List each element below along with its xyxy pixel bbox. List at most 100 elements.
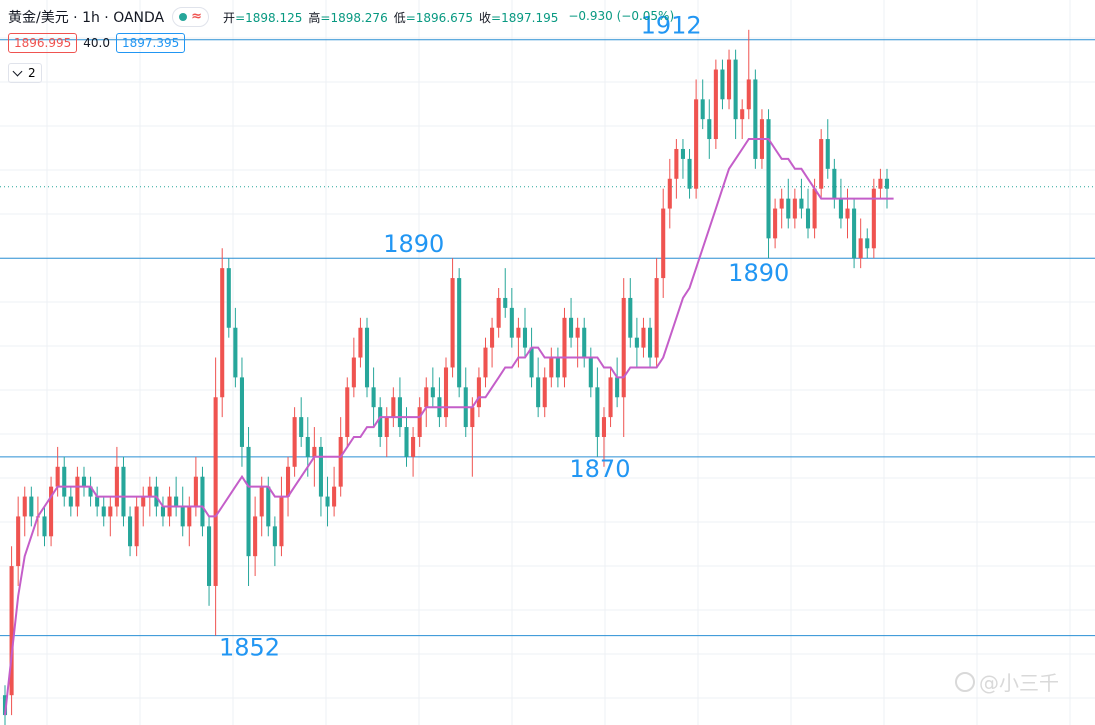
candle-body <box>700 99 705 120</box>
candle-body <box>667 178 672 209</box>
candle-body <box>496 297 501 328</box>
candle-body <box>838 198 843 219</box>
candle-body <box>220 268 225 398</box>
candle-body <box>22 496 27 517</box>
symbol-title[interactable]: 黄金/美元 · 1h · OANDA <box>8 10 165 26</box>
candle-body <box>713 69 718 140</box>
candle-body <box>226 268 231 328</box>
candle-body <box>450 278 455 368</box>
candle-body <box>160 506 166 517</box>
candle-body <box>279 496 284 547</box>
candle-body <box>253 516 258 557</box>
candle-body <box>483 347 488 378</box>
level-label: 1870 <box>569 455 630 483</box>
candle-body <box>654 278 659 358</box>
candle-body <box>246 446 251 557</box>
candle-body <box>740 109 745 120</box>
level-label: 1912 <box>641 12 702 40</box>
indicator-count: 2 <box>28 66 36 80</box>
candle-body <box>371 387 376 408</box>
candle-body <box>871 188 876 249</box>
candle-body <box>404 427 409 457</box>
candle-body <box>792 198 797 219</box>
candle-body <box>325 496 330 507</box>
brand-logo-icon <box>955 671 975 692</box>
candle-body <box>799 198 804 209</box>
candle-body <box>42 516 47 537</box>
candle-body <box>858 238 863 259</box>
candle-body <box>819 139 824 189</box>
candle-body <box>634 337 639 348</box>
candle-body <box>351 357 356 388</box>
candle-body <box>443 367 449 418</box>
candle-body <box>608 377 613 418</box>
candle-body <box>108 506 113 517</box>
candle-body <box>720 69 725 100</box>
candle-body <box>101 506 106 517</box>
candle-body <box>582 327 587 358</box>
level-label: 1890 <box>383 230 444 258</box>
candle-body <box>266 486 271 527</box>
candle-body <box>509 307 514 338</box>
candle-body <box>641 327 646 348</box>
chevron-down-icon <box>12 66 23 76</box>
candle-body <box>114 466 119 507</box>
candle-body <box>569 317 574 338</box>
indicators-toggle-button[interactable]: 2 <box>8 63 42 83</box>
candle-body <box>845 208 850 219</box>
candle-body <box>852 208 857 259</box>
candle-body <box>628 297 633 338</box>
open-value: =1898.125 <box>235 10 303 25</box>
candle-body <box>411 436 416 457</box>
candle-body <box>239 377 244 447</box>
candle-body <box>29 496 34 517</box>
market-status-pill[interactable]: ≈ <box>172 7 210 27</box>
candle-body <box>621 297 626 398</box>
candle-body <box>121 466 126 517</box>
candle-body <box>595 387 600 437</box>
watermark-text: @小三千 <box>979 671 1059 695</box>
candle-body <box>95 496 100 507</box>
candle-body <box>884 178 890 189</box>
candle-body <box>661 208 666 279</box>
sell-button[interactable]: 1896.995 <box>8 33 78 53</box>
candle-body <box>766 119 771 239</box>
candle-body <box>180 506 185 527</box>
candle-body <box>62 466 67 497</box>
ohlc-values: 开=1898.125 高=1898.276 低=1896.675 收=1897.… <box>223 9 674 26</box>
candle-body <box>812 188 817 229</box>
candle-body <box>753 79 758 159</box>
candle-body <box>779 198 784 209</box>
candle-body <box>88 486 93 497</box>
candle-body <box>332 486 337 507</box>
candle-body <box>292 417 297 467</box>
chart-legend: 黄金/美元 · 1h · OANDA ≈ 开=1898.125 高=1898.2… <box>8 7 674 27</box>
candle-body <box>345 387 350 437</box>
candle-body <box>2 695 8 716</box>
market-open-dot-icon <box>179 13 188 21</box>
candle-body <box>680 148 685 159</box>
buy-button[interactable]: 1897.395 <box>115 33 186 53</box>
level-label: 1852 <box>219 634 280 662</box>
candle-body <box>312 446 317 457</box>
candle-body <box>522 327 528 348</box>
candle-body <box>358 327 363 358</box>
candle-body <box>648 327 653 358</box>
candle-body <box>16 516 21 567</box>
candle-body <box>128 516 133 547</box>
quote-row: 1896.995 40.0 1897.395 <box>8 33 186 53</box>
candle-body <box>75 476 80 507</box>
candle-body <box>81 476 87 487</box>
high-value: =1898.276 <box>320 10 388 25</box>
candle-body <box>549 357 554 378</box>
moving-average-line <box>4 138 894 716</box>
candle-body <box>55 466 60 487</box>
candle-body <box>865 238 870 249</box>
candle-body <box>601 417 607 437</box>
candle-body <box>878 178 883 189</box>
candle-body <box>773 208 778 239</box>
candle-body <box>470 407 475 428</box>
candle-body <box>476 377 481 408</box>
candle-body <box>147 486 152 497</box>
